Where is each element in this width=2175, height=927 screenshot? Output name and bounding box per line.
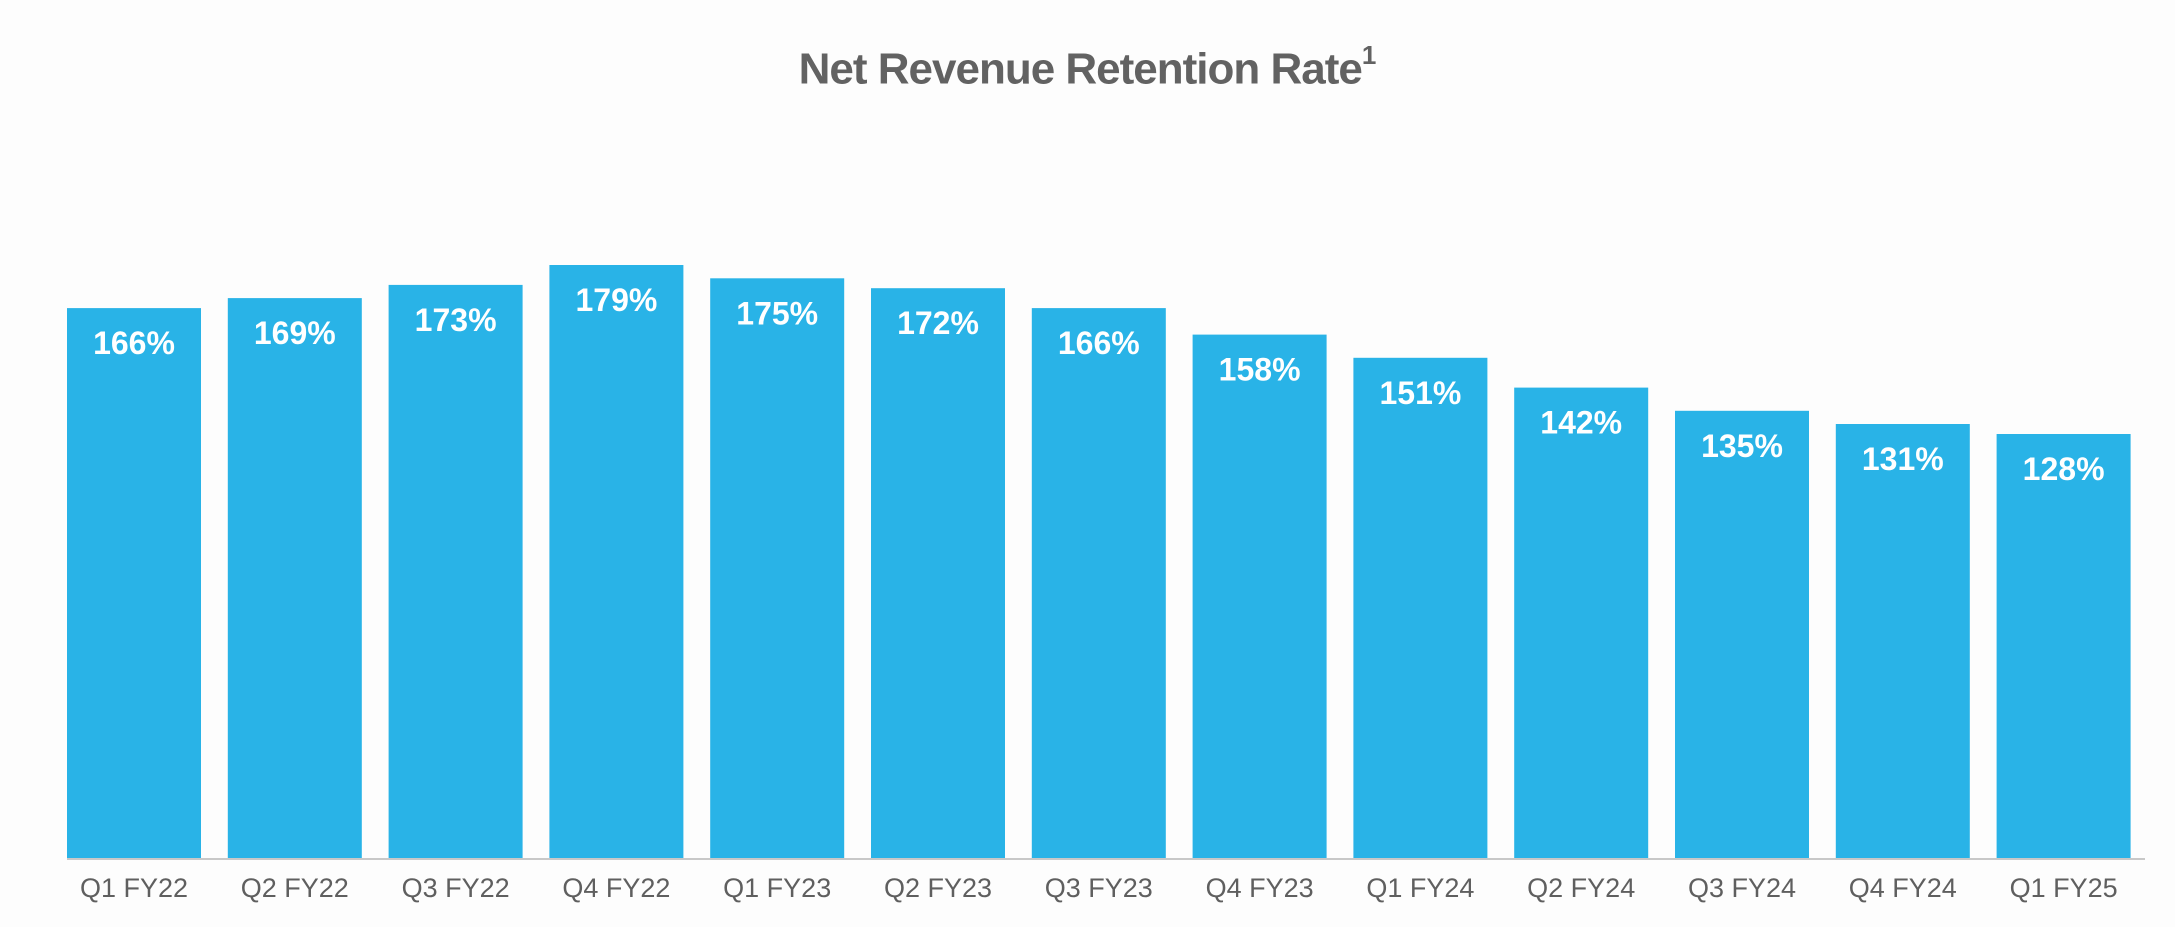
x-tick-label-q1-fy22: Q1 FY22 (80, 873, 188, 903)
bar-q1-fy22 (67, 308, 201, 859)
x-tick-label-q3-fy22: Q3 FY22 (402, 873, 510, 903)
bar-q1-fy25 (1996, 434, 2131, 858)
x-tick-labels-group: Q1 FY22 Q2 FY22 Q3 FY22 Q4 FY22 Q1 FY23 Q2 FY… (80, 873, 2118, 903)
data-label-q3-fy24: 135% (1701, 428, 1783, 464)
x-tick-label-q4-fy23: Q4 FY23 (1206, 873, 1314, 903)
bar-q4-fy22 (549, 265, 684, 858)
data-label-q1-fy22: 166% (93, 325, 175, 361)
data-label-q1-fy24: 151% (1379, 375, 1461, 411)
x-tick-label-q1-fy24: Q1 FY24 (1366, 873, 1474, 903)
bar-q3-fy23 (1031, 308, 1166, 859)
data-labels-group: 166% 169% 173% 179% 175% 172% 166% 158% 151% 142%… (93, 282, 2104, 487)
bar-q2-fy24 (1514, 387, 1649, 858)
bars-group (67, 265, 2131, 859)
chart-title: Net Revenue Retention Rate1 (0, 40, 2175, 95)
bar-q2-fy23 (871, 288, 1005, 858)
x-tick-label-q3-fy24: Q3 FY24 (1688, 873, 1796, 903)
x-tick-label-q1-fy25: Q1 FY25 (2010, 873, 2118, 903)
bar-q2-fy22 (227, 298, 362, 859)
bar-q1-fy24 (1353, 357, 1488, 858)
data-label-q2-fy22: 169% (254, 315, 336, 351)
bar-q1-fy23 (710, 278, 845, 858)
data-label-q4-fy23: 158% (1219, 352, 1301, 388)
chart-title-text: Net Revenue Retention Rate (798, 44, 1363, 94)
x-tick-label-q4-fy22: Q4 FY22 (562, 873, 670, 903)
chart-title-footnote: 1 (1361, 40, 1377, 70)
data-label-q4-fy24: 131% (1862, 441, 1944, 477)
x-tick-label-q2-fy24: Q2 FY24 (1527, 873, 1635, 903)
x-tick-label-q3-fy23: Q3 FY23 (1045, 873, 1153, 903)
bar-q3-fy24 (1675, 410, 1809, 858)
data-label-q4-fy22: 179% (575, 282, 657, 318)
data-label-q3-fy23: 166% (1058, 325, 1140, 361)
data-label-q2-fy24: 142% (1540, 405, 1622, 441)
data-label-q2-fy23: 172% (897, 305, 979, 341)
data-label-q1-fy25: 128% (2023, 451, 2105, 487)
x-tick-label-q2-fy23: Q2 FY23 (884, 873, 992, 903)
bar-q4-fy23 (1192, 334, 1327, 859)
data-label-q3-fy22: 173% (415, 302, 497, 338)
data-label-q1-fy23: 175% (736, 295, 818, 331)
x-tick-label-q1-fy23: Q1 FY23 (723, 873, 831, 903)
bar-q3-fy22 (388, 284, 523, 858)
bar-q4-fy24 (1835, 424, 1970, 858)
x-tick-label-q4-fy24: Q4 FY24 (1849, 873, 1957, 903)
x-tick-label-q2-fy22: Q2 FY22 (241, 873, 349, 903)
